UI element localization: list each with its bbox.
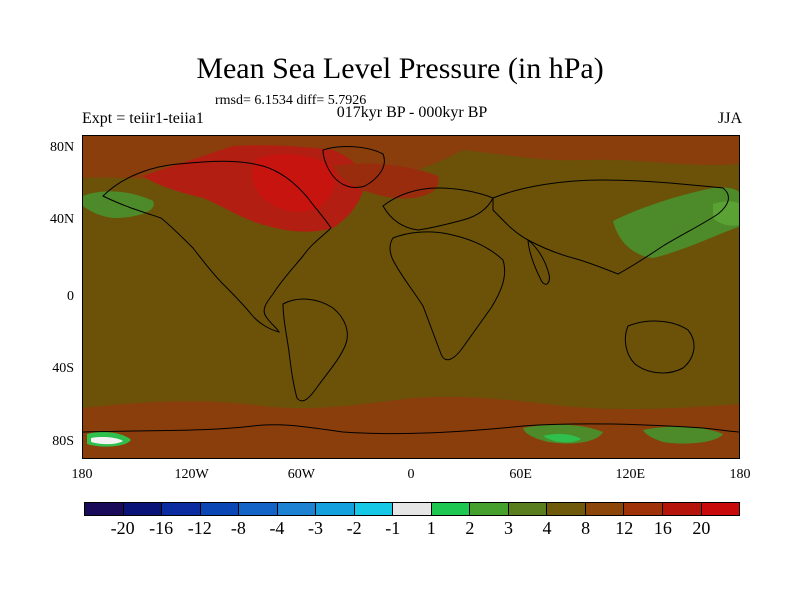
colorbar-label: -12 xyxy=(187,518,212,538)
colorbar-swatch xyxy=(85,503,124,515)
colorbar-swatch xyxy=(354,503,394,515)
colorbar-swatch xyxy=(431,503,471,515)
period-label: 017kyr BP - 000kyr BP xyxy=(336,104,488,121)
colorbar-label: 12 xyxy=(615,518,634,538)
coast-india xyxy=(527,238,550,285)
colorbar-swatch xyxy=(316,503,355,515)
map-plot xyxy=(82,135,740,459)
y-tick-label: 40S xyxy=(52,361,74,376)
y-tick-label: 0 xyxy=(67,289,74,304)
x-tick-label: 60W xyxy=(287,467,315,482)
colorbar-swatch xyxy=(162,503,201,515)
x-tick-label: 120E xyxy=(615,467,646,482)
east-asia-green-core xyxy=(713,201,739,226)
y-tick-label: 80N xyxy=(50,140,75,155)
colorbar-label: -1 xyxy=(385,518,401,538)
colorbar-swatch xyxy=(470,503,509,515)
coast-asia xyxy=(492,179,729,275)
colorbar-label: 4 xyxy=(542,518,552,538)
colorbar-swatch xyxy=(624,503,663,515)
pacific-green-west xyxy=(83,191,154,218)
coast-africa xyxy=(389,231,506,361)
colorbar-label: -16 xyxy=(149,518,174,538)
colorbar-label: -8 xyxy=(230,518,246,538)
colorbar xyxy=(84,502,740,516)
map-title: Mean Sea Level Pressure (in hPa) xyxy=(196,52,604,85)
colorbar-swatch xyxy=(547,503,586,515)
y-tick-label: 40N xyxy=(50,212,75,227)
colorbar-swatch xyxy=(393,503,432,515)
antarctic-green-2 xyxy=(643,426,723,444)
east-asia-green xyxy=(613,187,739,258)
x-tick-label: 180 xyxy=(729,467,751,482)
y-tick-label: 80S xyxy=(52,434,74,449)
x-tick-label: 120W xyxy=(174,467,209,482)
colorbar-label: -20 xyxy=(110,518,135,538)
colorbar-label: 20 xyxy=(692,518,711,538)
coastlines xyxy=(83,146,739,435)
colorbar-label: 3 xyxy=(503,518,513,538)
experiment-label: Expt = teiir1-teiia1 xyxy=(82,110,204,127)
stats-text: rmsd= 6.1534 diff= 5.7926 xyxy=(215,93,367,108)
colorbar-swatch xyxy=(123,503,163,515)
coast-north-america xyxy=(102,160,332,333)
colorbar-swatch xyxy=(662,503,702,515)
antarctic-lightgreen xyxy=(543,433,581,443)
coast-south-america xyxy=(282,298,348,402)
colorbar-label: -4 xyxy=(269,518,285,538)
coast-europe xyxy=(382,187,494,231)
colorbar-label: 16 xyxy=(653,518,672,538)
atlantic-high xyxy=(333,163,439,199)
colorbar-swatch xyxy=(200,503,240,515)
coast-australia xyxy=(624,320,695,374)
colorbar-swatch xyxy=(508,503,548,515)
colorbar-swatch xyxy=(277,503,317,515)
colorbar-swatch xyxy=(585,503,625,515)
x-tick-label: 60E xyxy=(509,467,532,482)
colorbar-label: -2 xyxy=(346,518,362,538)
season-label: JJA xyxy=(717,110,742,127)
x-tick-label: 0 xyxy=(407,467,415,482)
colorbar-swatch xyxy=(239,503,278,515)
coast-greenland xyxy=(322,146,385,189)
antarctic-green-ring xyxy=(87,432,131,447)
colorbar-label: 2 xyxy=(465,518,475,538)
x-tick-label: 180 xyxy=(71,467,93,482)
map-svg xyxy=(83,136,739,458)
colorbar-label: -3 xyxy=(308,518,324,538)
colorbar-label: 8 xyxy=(581,518,591,538)
colorbar-swatch xyxy=(701,503,740,515)
coast-antarctica xyxy=(83,423,739,435)
colorbar-label: 1 xyxy=(426,518,436,538)
